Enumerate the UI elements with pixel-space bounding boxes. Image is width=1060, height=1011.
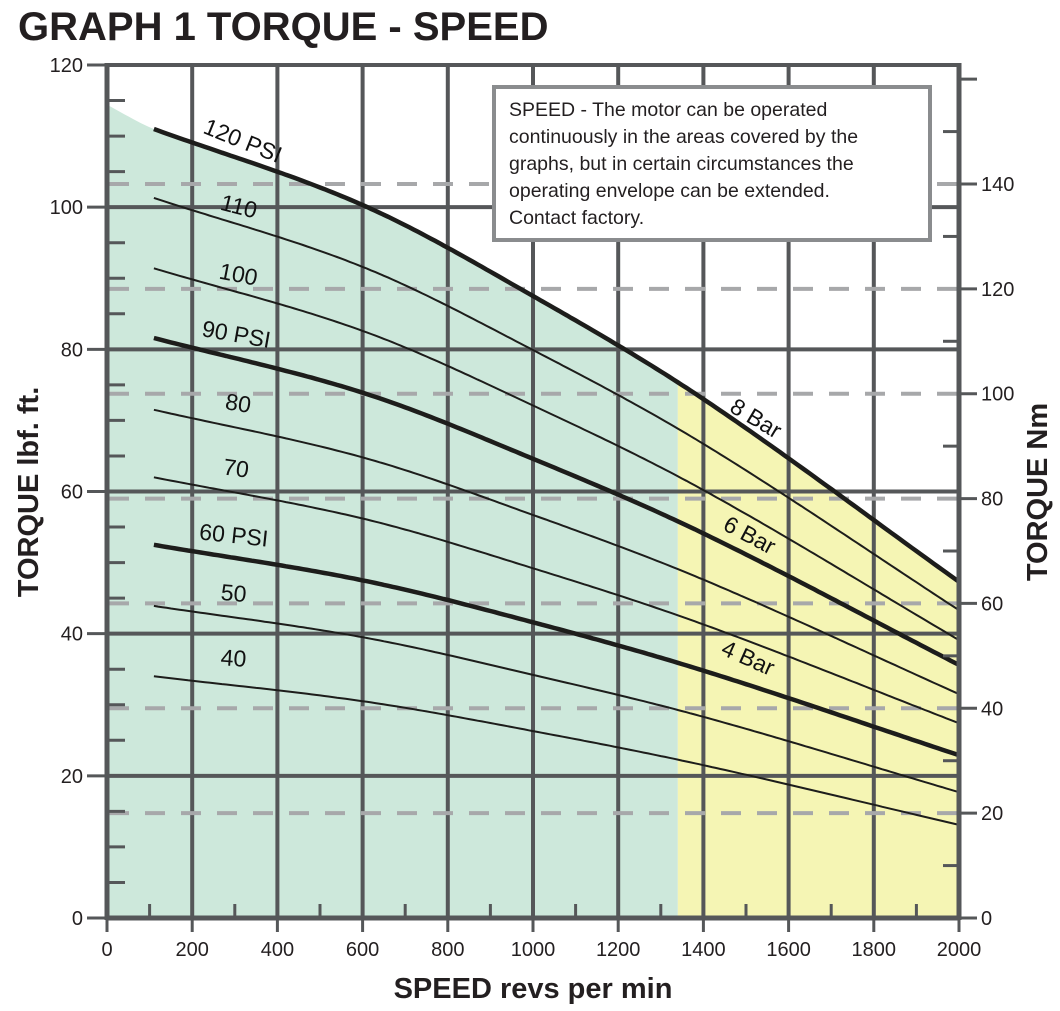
x-tick-label: 200 — [176, 939, 209, 961]
annotation-line: SPEED - The motor can be operated — [509, 99, 827, 121]
extended-operation-region — [677, 382, 959, 918]
x-tick-label: 800 — [431, 939, 464, 961]
x-tick-label: 1400 — [681, 939, 726, 961]
y2-axis-title: TORQUE Nm — [1022, 403, 1054, 581]
y-tick-label: 0 — [72, 908, 83, 930]
x-tick-label: 400 — [261, 939, 294, 961]
y-tick-label: 100 — [50, 197, 83, 219]
annotation-line: operating envelope can be extended. — [509, 180, 830, 202]
x-tick-label: 600 — [346, 939, 379, 961]
pressure-curve-90-psi — [153, 335, 961, 667]
chart-title: GRAPH 1 TORQUE - SPEED — [18, 5, 548, 49]
y2-tick-label: 120 — [981, 279, 1014, 301]
y2-tick-label: 40 — [981, 698, 1003, 720]
pressure-curve-100 — [153, 267, 960, 641]
pressure-curve-80 — [153, 408, 960, 696]
x-tick-label: 1800 — [852, 939, 897, 961]
pressure-curve-110 — [153, 196, 960, 612]
x-tick-label: 1600 — [766, 939, 811, 961]
y-tick-label: 20 — [61, 766, 83, 788]
y-tick-label: 120 — [50, 55, 83, 77]
annotation-line: Contact factory. — [509, 207, 644, 229]
x-tick-label: 2000 — [937, 939, 982, 961]
y-tick-label: 40 — [61, 624, 83, 646]
continuous-operation-region — [107, 104, 678, 919]
pressure-curve-50 — [153, 604, 960, 794]
annotation-frame — [492, 85, 932, 242]
y-tick-label: 80 — [61, 339, 83, 361]
pressure-curve-60-psi — [153, 542, 960, 758]
annotation-box: SPEED - The motor can be operated contin… — [492, 85, 932, 242]
x-tick-label: 1000 — [511, 939, 556, 961]
x-tick-label: 0 — [101, 939, 112, 961]
y-axis-title: TORQUE lbf. ft. — [13, 387, 45, 598]
x-axis-title: SPEED revs per min — [394, 973, 673, 1005]
curve-label: 50 — [220, 579, 248, 607]
curve-label: 40 — [220, 644, 247, 672]
x-tick-label: 1200 — [596, 939, 641, 961]
y-tick-label: 60 — [61, 482, 83, 504]
curve-label: 80 — [224, 388, 253, 418]
y2-tick-label: 140 — [981, 174, 1014, 196]
pressure-curve-70 — [153, 476, 960, 725]
y2-tick-label: 0 — [981, 908, 992, 930]
pressure-curve-40 — [153, 675, 960, 826]
y2-tick-label: 60 — [981, 593, 1003, 615]
curve-label: 70 — [222, 453, 251, 482]
y2-tick-label: 100 — [981, 384, 1014, 406]
y2-tick-label: 20 — [981, 803, 1003, 825]
annotation-line: continuously in the areas covered by the — [509, 126, 858, 148]
y2-tick-label: 80 — [981, 489, 1003, 511]
pressure-curve-120-psi — [153, 126, 961, 584]
annotation-line: graphs, but in certain circumstances the — [509, 153, 854, 175]
